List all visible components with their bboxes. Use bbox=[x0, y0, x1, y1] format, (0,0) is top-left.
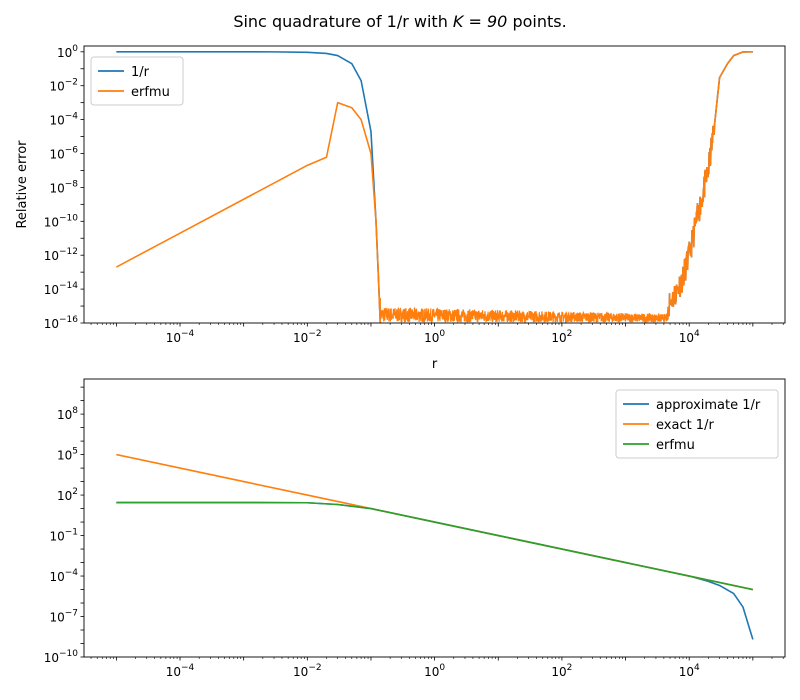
legend-label: exact 1/r bbox=[656, 418, 714, 433]
y-tick-label: 105 bbox=[57, 447, 78, 463]
y-tick-label: 10−6 bbox=[49, 146, 78, 162]
figure-title-math: K = 90 bbox=[452, 12, 508, 31]
legend-label: 1/r bbox=[131, 65, 150, 80]
legend: approximate 1/r exact 1/r erfmu bbox=[615, 389, 779, 459]
y-tick-label: 10−4 bbox=[49, 568, 78, 584]
y-tick-label: 108 bbox=[57, 406, 78, 422]
figure-title-prefix: Sinc quadrature of 1/r with bbox=[233, 12, 453, 31]
figure-title-suffix: points. bbox=[507, 12, 567, 31]
y-tick-label: 10−12 bbox=[44, 247, 78, 263]
series-line-approximate-1-r bbox=[116, 501, 754, 640]
x-tick-label: 100 bbox=[424, 663, 445, 679]
x-tick-label: 102 bbox=[551, 663, 572, 679]
series-rise-erfmu bbox=[666, 51, 753, 320]
top-subplot: 10−4 10−2 100 102 104 100 10−2 10−4 10−6 10−8 10−1… bbox=[15, 44, 786, 372]
x-tick-label: 10−4 bbox=[166, 329, 195, 345]
legend-label: approximate 1/r bbox=[656, 398, 761, 413]
y-axis-label: Relative error bbox=[15, 140, 30, 229]
series-noise-erfmu bbox=[379, 306, 669, 323]
x-tick-label: 104 bbox=[679, 663, 700, 679]
series-line-erfmu bbox=[116, 501, 754, 591]
x-tick-label: 10−2 bbox=[293, 329, 322, 345]
y-tick-label: 10−16 bbox=[44, 315, 79, 331]
axes-frame bbox=[83, 45, 786, 324]
x-axis-label: r bbox=[432, 357, 438, 372]
y-tick-label: 100 bbox=[57, 44, 78, 60]
y-tick-label: 102 bbox=[57, 487, 78, 503]
legend-frame bbox=[90, 56, 184, 106]
legend: 1/r erfmu bbox=[90, 56, 184, 106]
y-tick-label: 10−14 bbox=[44, 281, 79, 297]
y-tick-label: 10−10 bbox=[44, 213, 79, 229]
y-tick-label: 10−2 bbox=[49, 78, 78, 94]
series-line-erfmu bbox=[115, 101, 382, 323]
x-tick-label: 100 bbox=[424, 329, 445, 345]
y-tick-label: 10−10 bbox=[44, 649, 79, 665]
bottom-subplot: 10−4 10−2 100 102 104 108 105 102 10−1 10−4 10−7 10… bbox=[44, 378, 786, 679]
y-tick-label: 10−8 bbox=[49, 179, 78, 195]
plot-area bbox=[116, 453, 754, 640]
figure-title: Sinc quadrature of 1/r with K = 90 point… bbox=[0, 12, 800, 31]
x-tick-label: 104 bbox=[679, 329, 700, 345]
axes-frame bbox=[83, 378, 786, 658]
legend-frame bbox=[615, 389, 779, 459]
legend-label: erfmu bbox=[131, 85, 170, 100]
x-tick-label: 102 bbox=[551, 329, 572, 345]
y-tick-label: 10−7 bbox=[49, 609, 78, 625]
x-tick-label: 10−4 bbox=[166, 663, 195, 679]
x-tick-label: 10−2 bbox=[293, 663, 322, 679]
y-tick-label: 10−1 bbox=[49, 528, 78, 544]
legend-label: erfmu bbox=[656, 438, 695, 453]
y-tick-label: 10−4 bbox=[49, 112, 78, 128]
plot-area bbox=[115, 51, 753, 323]
